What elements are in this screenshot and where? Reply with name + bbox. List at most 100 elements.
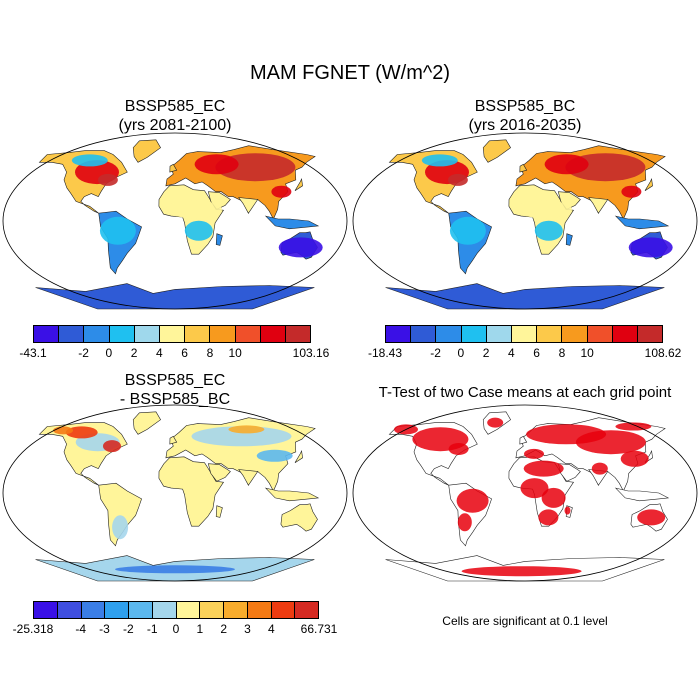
colorbar-label: 66.731 bbox=[300, 622, 338, 636]
colorbar-bc: -18.43 -2 0 2 4 6 8 10 108.62 bbox=[368, 325, 681, 361]
colorbar-box bbox=[271, 601, 296, 619]
map-outline bbox=[352, 404, 698, 582]
field-blob bbox=[97, 173, 118, 186]
field-blob bbox=[421, 154, 458, 167]
landmass-australia bbox=[280, 503, 318, 532]
significant-cells bbox=[637, 509, 666, 526]
landmass-japan bbox=[294, 177, 303, 191]
colorbar-diff-boxes bbox=[33, 601, 319, 619]
colorbar-diff: -25.318 -4 -3 -2 -1 0 1 2 3 4 66.731 bbox=[13, 601, 337, 637]
landmass-greenland bbox=[132, 139, 161, 163]
colorbar-box bbox=[33, 325, 60, 343]
significant-cells bbox=[524, 448, 544, 459]
field-blob bbox=[194, 154, 239, 175]
colorbar-box bbox=[385, 325, 412, 343]
colorbar-box bbox=[247, 601, 272, 619]
colorbar-label: -3 bbox=[99, 622, 110, 636]
colorbar-box bbox=[486, 325, 512, 343]
landmass-uk bbox=[519, 163, 528, 173]
colorbar-label: 2 bbox=[220, 622, 227, 636]
panel-ec-title-line2: (yrs 2081-2100) bbox=[118, 117, 232, 134]
landmass-madagascar bbox=[215, 505, 223, 518]
landmass-india bbox=[588, 197, 609, 214]
colorbar-box bbox=[129, 601, 153, 619]
field-blob bbox=[71, 154, 108, 167]
field-blob bbox=[53, 426, 74, 435]
map-ec bbox=[2, 132, 348, 310]
colorbar-box bbox=[562, 325, 588, 343]
field-blob bbox=[544, 154, 589, 175]
field-blob bbox=[228, 425, 265, 434]
field-blob bbox=[112, 515, 129, 540]
colorbar-label: 4 bbox=[508, 346, 515, 360]
colorbar-box bbox=[185, 325, 211, 343]
map-ttest bbox=[352, 404, 698, 582]
colorbar-label: 10 bbox=[580, 346, 594, 360]
colorbar-box bbox=[134, 325, 160, 343]
panel-bc-title: BSSP585_BC (yrs 2016-2035) bbox=[350, 97, 700, 135]
colorbar-box bbox=[285, 325, 312, 343]
landmass-antarctica bbox=[35, 283, 315, 310]
significant-cells bbox=[615, 422, 652, 431]
colorbar-label: 10 bbox=[228, 346, 242, 360]
colorbar-label: 6 bbox=[533, 346, 540, 360]
field-blob bbox=[447, 173, 468, 186]
landmass-greenland bbox=[132, 411, 161, 435]
panel-diff-title: BSSP585_EC - BSSP585_BC bbox=[0, 371, 350, 409]
landmass-greenland bbox=[482, 139, 511, 163]
significant-cells bbox=[457, 513, 472, 532]
colorbar-label: 108.62 bbox=[644, 346, 682, 360]
significant-cells bbox=[591, 462, 608, 475]
landmass-arabia bbox=[207, 463, 231, 482]
significant-cells bbox=[564, 506, 571, 515]
field-blob bbox=[99, 216, 136, 245]
field-blob bbox=[191, 426, 292, 447]
map-outline bbox=[352, 132, 698, 310]
colorbar-label: -43.1 bbox=[19, 346, 47, 360]
significant-cells bbox=[456, 488, 489, 513]
colorbar-label: 4 bbox=[156, 346, 163, 360]
field-blob bbox=[278, 237, 323, 258]
landmass-madagascar bbox=[215, 233, 223, 246]
significant-cells bbox=[448, 443, 469, 455]
landmass-indonesia bbox=[614, 487, 670, 502]
map-outline bbox=[2, 132, 348, 310]
landmass-japan bbox=[644, 177, 653, 191]
figure-title: MAM FGNET (W/m^2) bbox=[249, 62, 451, 84]
significant-cells bbox=[620, 450, 649, 467]
field-blob bbox=[628, 237, 673, 258]
landmass-indonesia bbox=[264, 487, 320, 502]
landmass-africa bbox=[158, 456, 225, 527]
map-bc bbox=[352, 132, 698, 310]
colorbar-ec-boxes bbox=[33, 325, 312, 343]
colorbar-label: -18.43 bbox=[367, 346, 403, 360]
colorbar-label: 0 bbox=[172, 622, 180, 636]
colorbar-box bbox=[436, 325, 462, 343]
colorbar-label: 3 bbox=[244, 622, 251, 636]
field-blob bbox=[256, 449, 293, 462]
colorbar-label: 0 bbox=[457, 346, 465, 360]
colorbar-box bbox=[637, 325, 664, 343]
landmass-antarctica bbox=[385, 283, 665, 310]
colorbar-box bbox=[84, 325, 110, 343]
field-blob bbox=[516, 200, 572, 219]
colorbar-box bbox=[260, 325, 286, 343]
field-blob bbox=[184, 220, 213, 241]
colorbar-label: -1 bbox=[146, 622, 158, 636]
panel-bc-title-line1: BSSP585_BC bbox=[474, 98, 576, 115]
landmass-india bbox=[238, 197, 259, 214]
colorbar-ec: -43.1 -2 0 2 4 6 8 10 103.16 bbox=[19, 325, 329, 361]
colorbar-label: -2 bbox=[430, 346, 441, 360]
field-blob bbox=[534, 220, 563, 241]
field-blob bbox=[166, 200, 222, 219]
colorbar-label: -2 bbox=[78, 346, 89, 360]
colorbar-box bbox=[587, 325, 613, 343]
colorbar-box bbox=[210, 325, 236, 343]
colorbar-label: 103.16 bbox=[292, 346, 330, 360]
colorbar-box bbox=[411, 325, 437, 343]
landmass-indonesia bbox=[264, 215, 320, 230]
field-blob bbox=[115, 565, 235, 574]
panel-diff-title-line1: BSSP585_EC bbox=[124, 372, 226, 389]
colorbar-box bbox=[295, 601, 319, 619]
colorbar-box bbox=[159, 325, 186, 343]
